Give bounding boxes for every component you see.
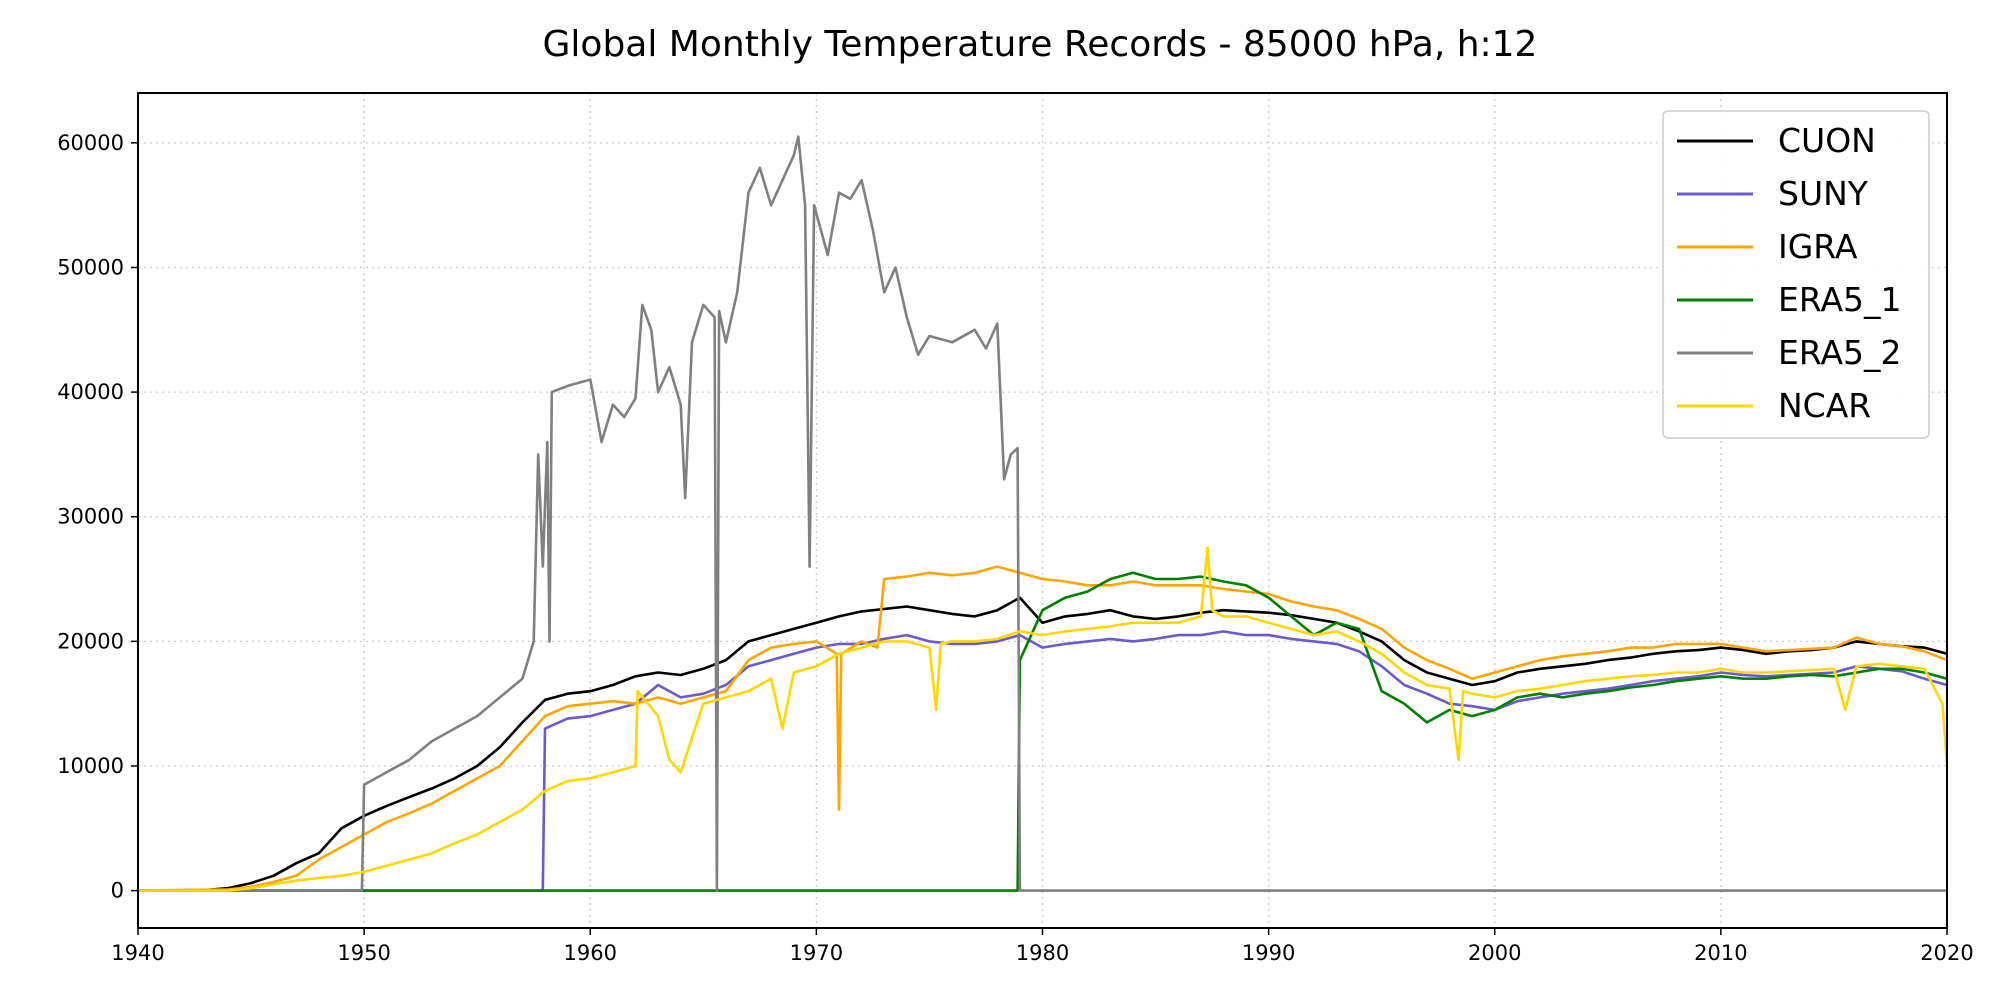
series-line-era5_2 — [138, 135, 1947, 892]
legend-label: CUON — [1778, 121, 1876, 160]
legend-label: IGRA — [1778, 227, 1858, 266]
x-tick-label: 1990 — [1242, 941, 1295, 965]
legend-label: SUNY — [1778, 174, 1869, 213]
y-tick-label: 40000 — [57, 380, 124, 404]
legend: CUON SUNY IGRA ERA5_1 ERA5_2 NCAR — [1662, 110, 1930, 439]
legend-label: ERA5_1 — [1778, 280, 1902, 319]
y-tick-label: 0 — [111, 879, 124, 903]
y-tick-label: 30000 — [57, 505, 124, 529]
y-tick-label: 20000 — [57, 629, 124, 653]
x-tick-label: 1950 — [337, 941, 390, 965]
series-line-igra — [137, 565, 1948, 892]
x-tick-label: 2020 — [1920, 941, 1973, 965]
x-tick-label: 1970 — [790, 941, 843, 965]
series-line-ncar — [138, 546, 1949, 892]
legend-label: NCAR — [1778, 386, 1871, 425]
axis-ticks: 1940 1950 1960 1970 1980 1990 2000 2010 2020 0 100… — [57, 131, 1974, 965]
series-line-era5_1 — [138, 571, 1948, 892]
y-tick-label: 60000 — [57, 131, 124, 155]
legend-label: ERA5_2 — [1778, 333, 1902, 372]
x-tick-label: 1980 — [1016, 941, 1069, 965]
y-tick-label: 10000 — [57, 754, 124, 778]
series-lines — [137, 135, 1949, 892]
x-tick-label: 1960 — [564, 941, 617, 965]
x-tick-label: 2010 — [1694, 941, 1747, 965]
x-tick-label: 1940 — [111, 941, 164, 965]
chart-title: Global Monthly Temperature Records - 850… — [543, 24, 1538, 65]
y-tick-label: 50000 — [57, 255, 124, 279]
series-line-cuon — [137, 596, 1948, 892]
x-tick-label: 2000 — [1468, 941, 1521, 965]
